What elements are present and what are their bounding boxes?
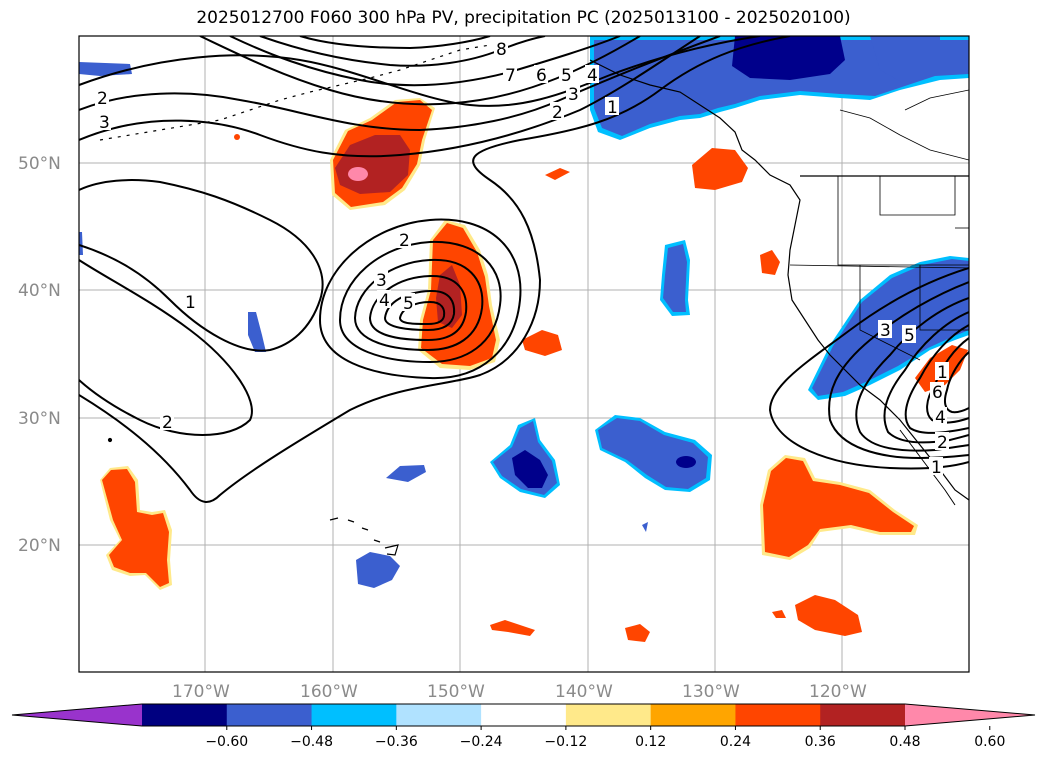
contour-label-2-top: 2 — [552, 103, 563, 123]
contour-label-4-low: 4 — [379, 291, 390, 311]
colorbar-extend-low — [12, 704, 142, 726]
colorbar-box — [142, 704, 228, 726]
colorbar-ticks: −0.60 −0.48 −0.36 −0.24 −0.12 0.12 0.24 0.36 0.4… — [205, 726, 1005, 750]
colorbar-tick-label: 0.60 — [974, 734, 1005, 750]
colorbar-box — [735, 704, 821, 726]
lat-label-20n: 20°N — [18, 536, 61, 556]
positive-anomaly-areas — [100, 98, 968, 642]
lon-label-130w: 130°W — [682, 682, 740, 702]
contour-label-2-upper-left: 2 — [97, 89, 108, 109]
contour-label-6-top: 6 — [536, 66, 547, 86]
negative-anomaly-areas — [79, 36, 969, 588]
contour-label-3-coast: 3 — [880, 321, 891, 341]
pv-contours — [79, 36, 969, 503]
coastlines — [99, 44, 969, 556]
lat-label-30n: 30°N — [18, 409, 61, 429]
contour-label-5-top: 5 — [561, 66, 572, 86]
colorbar-box — [565, 704, 652, 726]
colorbar-tick-label: 0.48 — [889, 734, 920, 750]
colorbar-tick-label: 0.12 — [635, 734, 666, 750]
colorbar-box — [650, 704, 736, 726]
lon-label-150w: 150°W — [427, 682, 485, 702]
contour-label-3-low: 3 — [376, 271, 387, 291]
colorbar — [11, 703, 1036, 727]
colorbar-box — [311, 704, 397, 726]
lon-label-170w: 170°W — [172, 682, 230, 702]
colorbar-tick-label: −0.12 — [544, 734, 587, 750]
lon-label-160w: 160°W — [300, 682, 358, 702]
colorbar-tick-label: −0.60 — [205, 734, 248, 750]
colorbar-tick-label: −0.36 — [375, 734, 418, 750]
contour-label-4-top: 4 — [587, 66, 598, 86]
contour-label-2-low: 2 — [399, 231, 410, 251]
map-title: 2025012700 F060 300 hPa PV, precipitatio… — [196, 8, 851, 28]
contour-label-3-upper-left: 3 — [99, 113, 110, 133]
colorbar-tick-label: −0.48 — [290, 734, 333, 750]
map-area — [79, 36, 969, 672]
contour-label-5-coast: 5 — [904, 326, 915, 346]
colorbar-box — [481, 704, 567, 726]
colorbar-outline — [11, 703, 1036, 727]
lat-label-50n: 50°N — [18, 154, 61, 174]
contour-label-3-top: 3 — [568, 85, 579, 105]
colorbar-box — [396, 704, 482, 726]
contour-label-1-left: 1 — [185, 293, 196, 313]
contour-label-2-coast: 2 — [937, 433, 948, 453]
lon-label-120w: 120°W — [809, 682, 867, 702]
contour-label-6-coast: 6 — [932, 383, 943, 403]
contour-label-8-top: 8 — [496, 40, 507, 60]
colorbar-tick-label: −0.24 — [460, 734, 503, 750]
contour-label-7-top: 7 — [505, 66, 516, 86]
longitude-labels: 170°W 160°W 150°W 140°W 130°W 120°W — [172, 682, 867, 702]
contour-label-2-left: 2 — [162, 413, 173, 433]
contour-label-4-coast: 4 — [935, 408, 946, 428]
colorbar-box — [226, 704, 313, 726]
contour-label-1-coast-lower: 1 — [931, 458, 942, 478]
map-frame — [78, 35, 970, 673]
contour-label-1-coast: 1 — [937, 363, 948, 383]
contour-label-5-low: 5 — [403, 294, 414, 314]
lat-label-40n: 40°N — [18, 281, 61, 301]
colorbar-box — [820, 704, 906, 726]
latitude-labels: 50°N 40°N 30°N 20°N — [18, 154, 61, 556]
contour-label-1-top: 1 — [607, 98, 618, 118]
lon-label-140w: 140°W — [555, 682, 613, 702]
colorbar-tick-label: 0.24 — [720, 734, 751, 750]
pv-contour-labels: 2 3 1 2 2 3 4 5 8 7 6 5 4 3 — [95, 39, 949, 478]
colorbar-extend-high — [905, 704, 1035, 726]
colorbar-tick-label: 0.36 — [805, 734, 836, 750]
